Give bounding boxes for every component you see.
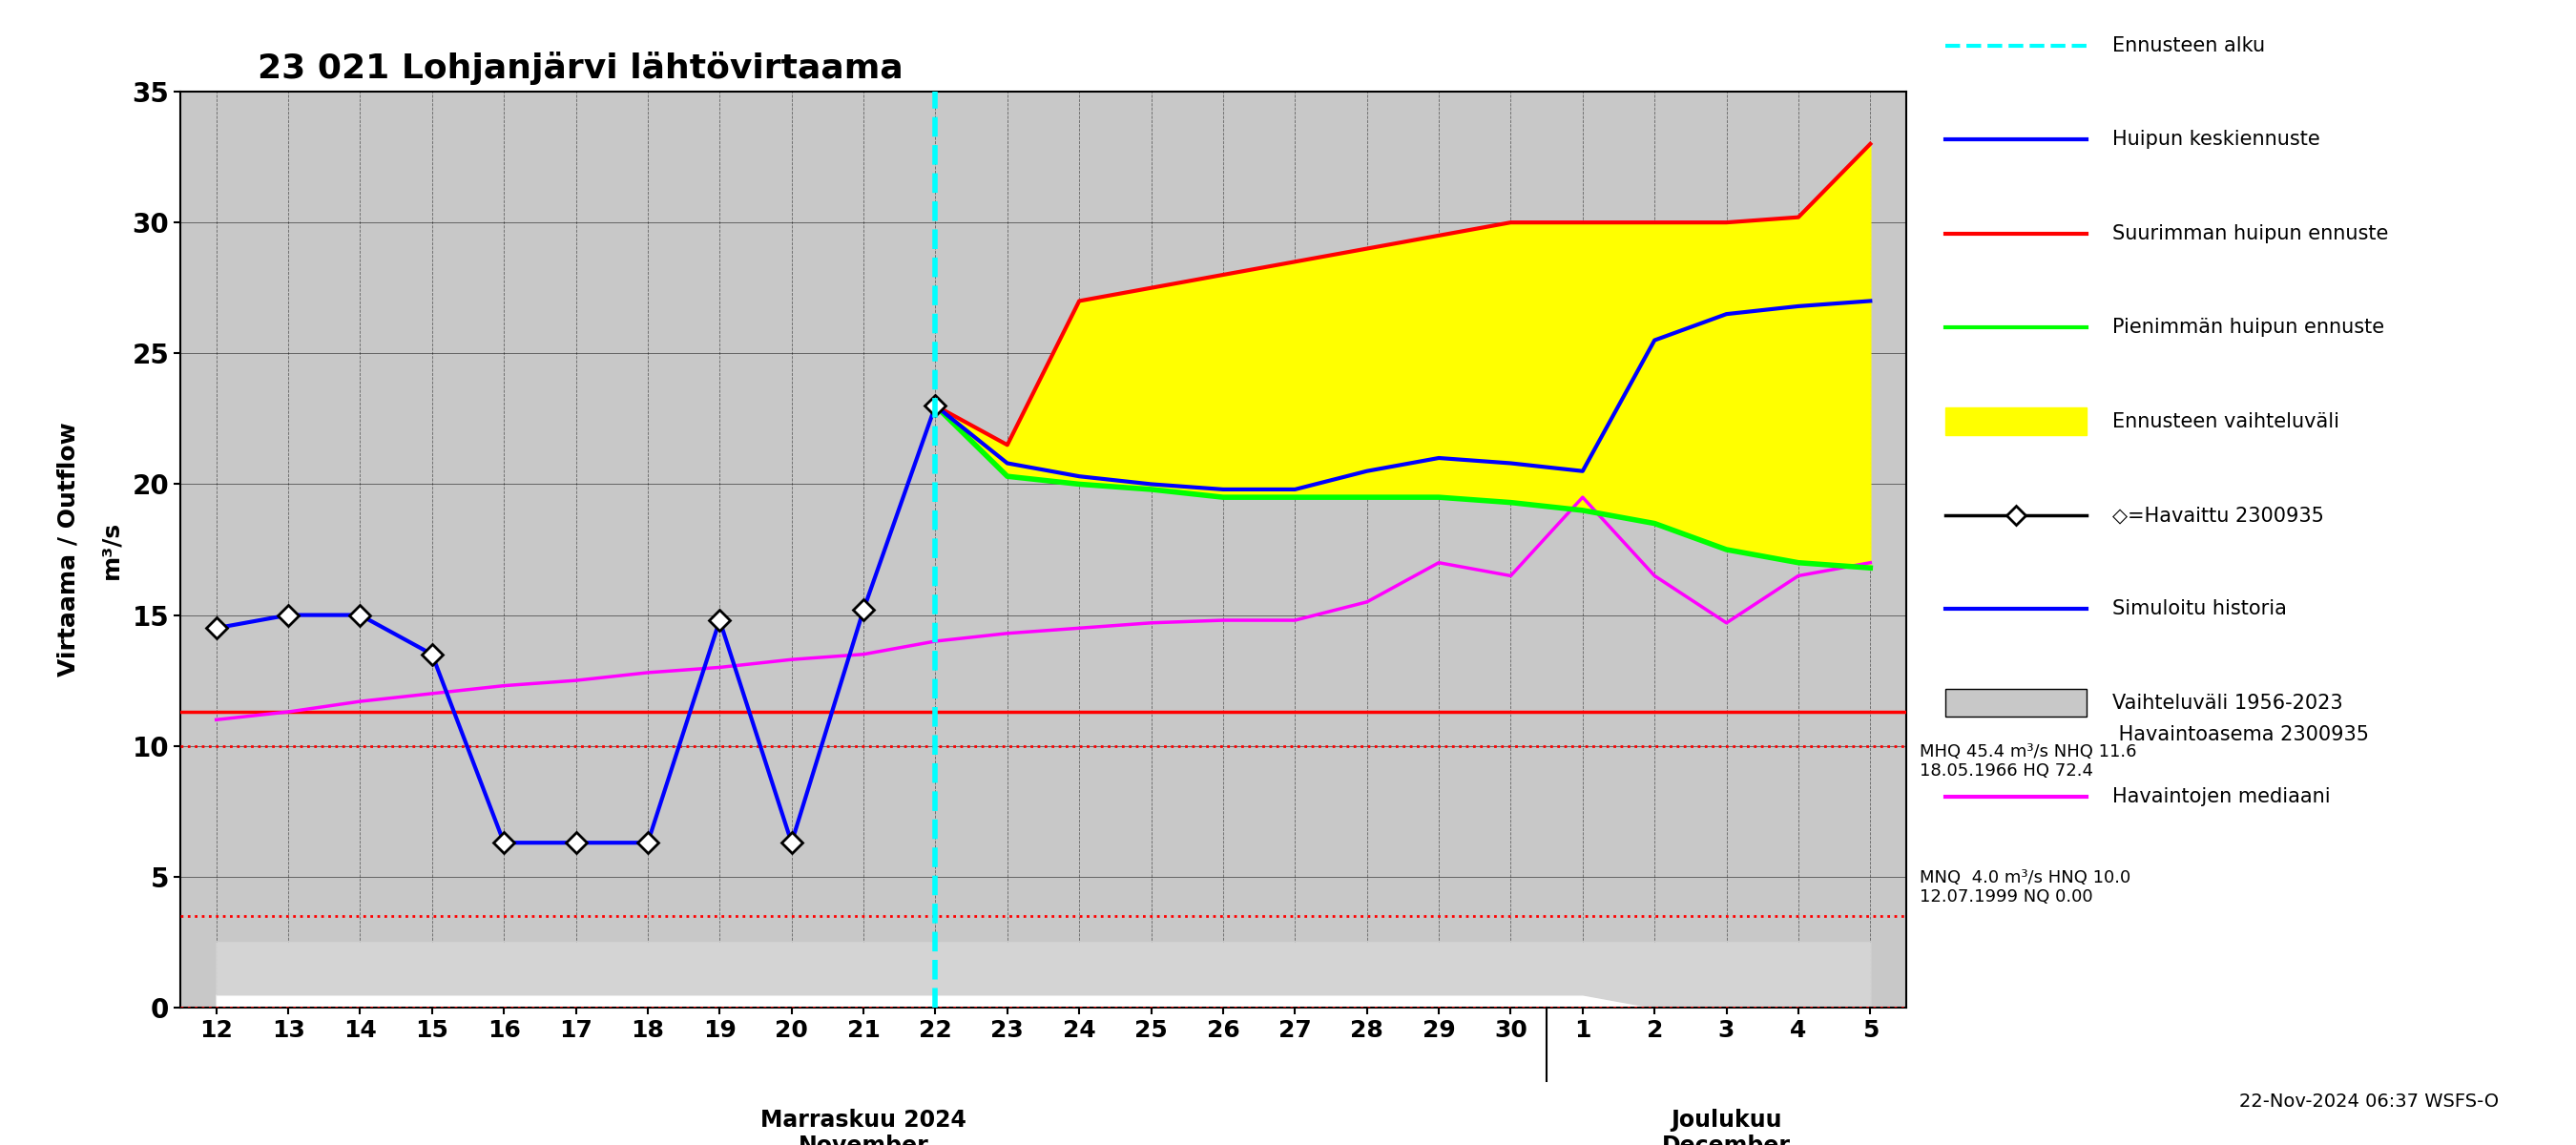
Text: Marraskuu 2024
November: Marraskuu 2024 November — [760, 1108, 966, 1145]
Text: Ennusteen vaihteluväli: Ennusteen vaihteluväli — [2112, 412, 2339, 431]
Text: Suurimman huipun ennuste: Suurimman huipun ennuste — [2112, 224, 2388, 243]
Text: Havaintojen mediaani: Havaintojen mediaani — [2112, 788, 2331, 806]
Text: ◇=Havaittu 2300935: ◇=Havaittu 2300935 — [2112, 506, 2324, 524]
Text: MHQ 45.4 m³/s NHQ 11.6
18.05.1966 HQ 72.4: MHQ 45.4 m³/s NHQ 11.6 18.05.1966 HQ 72.… — [1919, 743, 2136, 780]
Text: Ennusteen alku: Ennusteen alku — [2112, 37, 2264, 55]
Text: 22-Nov-2024 06:37 WSFS-O: 22-Nov-2024 06:37 WSFS-O — [2239, 1092, 2499, 1111]
Text: 23 021 Lohjanjärvi lähtövirtaama: 23 021 Lohjanjärvi lähtövirtaama — [258, 52, 904, 85]
Text: m³/s: m³/s — [100, 521, 124, 578]
Text: Pienimmän huipun ennuste: Pienimmän huipun ennuste — [2112, 318, 2385, 337]
Text: MNQ  4.0 m³/s HNQ 10.0
12.07.1999 NQ 0.00: MNQ 4.0 m³/s HNQ 10.0 12.07.1999 NQ 0.00 — [1919, 869, 2130, 906]
Text: Huipun keskiennuste: Huipun keskiennuste — [2112, 131, 2321, 149]
Text: Joulukuu
December: Joulukuu December — [1662, 1108, 1790, 1145]
Text: Havaintoasema 2300935: Havaintoasema 2300935 — [2112, 726, 2370, 744]
Text: Virtaama / Outflow: Virtaama / Outflow — [57, 423, 80, 677]
Text: Simuloitu historia: Simuloitu historia — [2112, 600, 2287, 618]
Text: Vaihteluväli 1956-2023: Vaihteluväli 1956-2023 — [2112, 694, 2342, 712]
